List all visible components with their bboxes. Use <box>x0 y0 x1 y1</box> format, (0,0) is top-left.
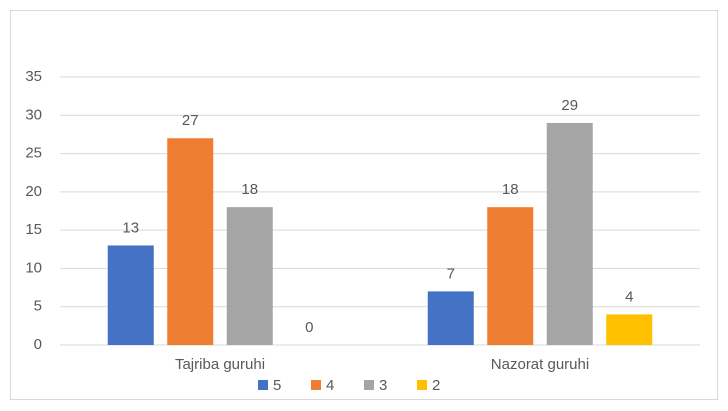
legend-label: 3 <box>379 377 387 394</box>
data-label: 7 <box>447 265 455 282</box>
x-tick-label: Tajriba guruhi <box>175 356 265 373</box>
bar <box>226 207 273 345</box>
bar <box>487 207 534 345</box>
bar <box>606 314 653 345</box>
legend-label: 5 <box>273 377 281 394</box>
legend-swatch <box>258 380 268 390</box>
bar <box>546 122 593 345</box>
y-tick-label: 20 <box>25 183 42 200</box>
data-label: 18 <box>241 181 258 198</box>
x-tick-label: Nazorat guruhi <box>491 356 589 373</box>
y-tick-label: 5 <box>34 298 42 315</box>
legend-label: 4 <box>326 377 334 394</box>
legend-swatch <box>311 380 321 390</box>
y-tick-label: 30 <box>25 106 42 123</box>
data-label: 0 <box>305 319 313 336</box>
data-label: 27 <box>182 112 199 129</box>
data-label: 18 <box>502 181 519 198</box>
legend-label: 2 <box>432 377 440 394</box>
legend-swatch <box>364 380 374 390</box>
y-tick-label: 0 <box>34 336 42 353</box>
data-label: 4 <box>625 288 633 305</box>
y-tick-label: 15 <box>25 221 42 238</box>
data-label: 13 <box>122 219 139 236</box>
legend-swatch <box>417 380 427 390</box>
y-tick-label: 25 <box>25 145 42 162</box>
bar <box>167 138 214 345</box>
bar <box>107 245 154 345</box>
y-tick-label: 35 <box>25 68 42 85</box>
bar <box>427 291 474 345</box>
y-tick-label: 10 <box>25 259 42 276</box>
data-label: 29 <box>561 97 578 114</box>
